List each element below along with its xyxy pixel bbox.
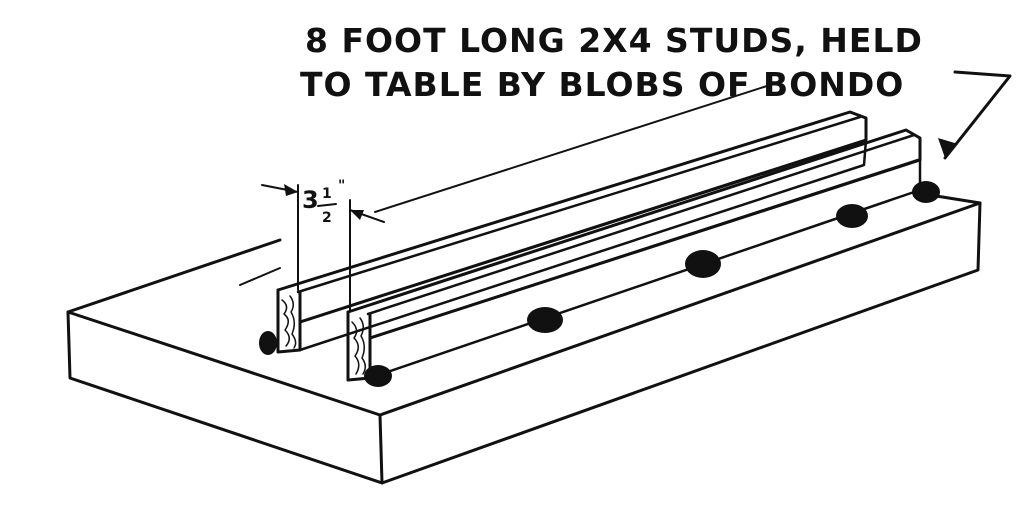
- bondo-blob: [364, 365, 392, 387]
- bondo-blob: [912, 181, 940, 203]
- bondo-blob: [836, 204, 868, 228]
- table-slab: [66, 193, 982, 485]
- dimension-whole: 3: [302, 186, 319, 214]
- bondo-blob: [527, 307, 563, 333]
- bondo-blob: [685, 250, 721, 278]
- bondo-blobs: [259, 181, 940, 387]
- caption-line-1: 8 FOOT LONG 2X4 STUDS, HELD: [305, 21, 923, 60]
- dimension-denominator: 2: [322, 210, 332, 226]
- leader-arrow: [938, 70, 1012, 160]
- stud-back: [276, 110, 868, 354]
- caption-line-2: TO TABLE BY BLOBS OF BONDO: [300, 65, 904, 104]
- dimension-numerator: 1: [322, 186, 332, 202]
- sketch-mark: [239, 267, 281, 286]
- dimension-callout: 3 1 2 ": [261, 84, 771, 311]
- dimension-unit: ": [338, 178, 345, 194]
- bondo-blob: [259, 331, 277, 355]
